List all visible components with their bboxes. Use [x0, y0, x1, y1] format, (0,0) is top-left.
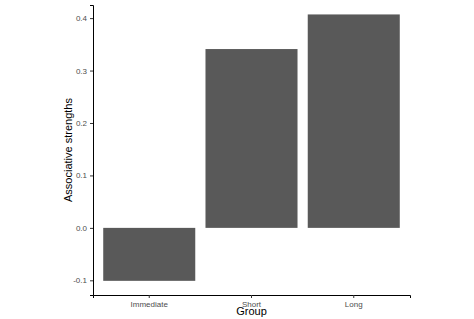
- y-tick-label: 0.3: [76, 67, 88, 76]
- y-tick: 0.3: [76, 67, 93, 76]
- y-tick: 0.1: [76, 171, 93, 180]
- bar: [205, 49, 297, 228]
- x-axis-title: Group: [236, 305, 267, 317]
- y-axis-line: [90, 6, 94, 296]
- y-tick: 0.2: [76, 119, 93, 128]
- x-axis-line: [94, 296, 411, 299]
- bar: [308, 14, 400, 227]
- y-tick: -0.1: [73, 276, 93, 285]
- y-tick-mark: [90, 228, 93, 229]
- x-tick-mark: [149, 295, 150, 298]
- y-tick-label: 0.4: [76, 14, 88, 23]
- x-tick: Immediate: [131, 295, 169, 309]
- y-tick-label: 0.0: [76, 224, 88, 233]
- x-tick-mark: [251, 295, 252, 298]
- chart: -0.10.00.10.20.30.4ImmediateShortLongGro…: [0, 0, 474, 319]
- x-tick-label: Immediate: [131, 300, 169, 309]
- bars: [103, 14, 400, 280]
- x-tick-label: Long: [345, 300, 363, 309]
- x-tick: Long: [345, 295, 363, 309]
- y-tick-mark: [90, 18, 93, 19]
- y-tick: 0.4: [76, 14, 93, 23]
- y-tick: 0.0: [76, 224, 93, 233]
- y-tick-label: 0.2: [76, 119, 88, 128]
- bar: [103, 228, 195, 281]
- y-tick-label: -0.1: [73, 276, 87, 285]
- y-tick-mark: [90, 123, 93, 124]
- x-tick-mark: [353, 295, 354, 298]
- y-axis-title: Associative strengths: [62, 98, 74, 202]
- plot: -0.10.00.10.20.30.4ImmediateShortLong: [73, 6, 410, 309]
- y-tick-mark: [90, 175, 93, 176]
- y-axis: -0.1 0.0 0.1 0.2 0.3 0.4: [73, 6, 93, 296]
- y-tick-mark: [90, 71, 93, 72]
- y-tick-label: 0.1: [76, 171, 88, 180]
- y-tick-mark: [90, 280, 93, 281]
